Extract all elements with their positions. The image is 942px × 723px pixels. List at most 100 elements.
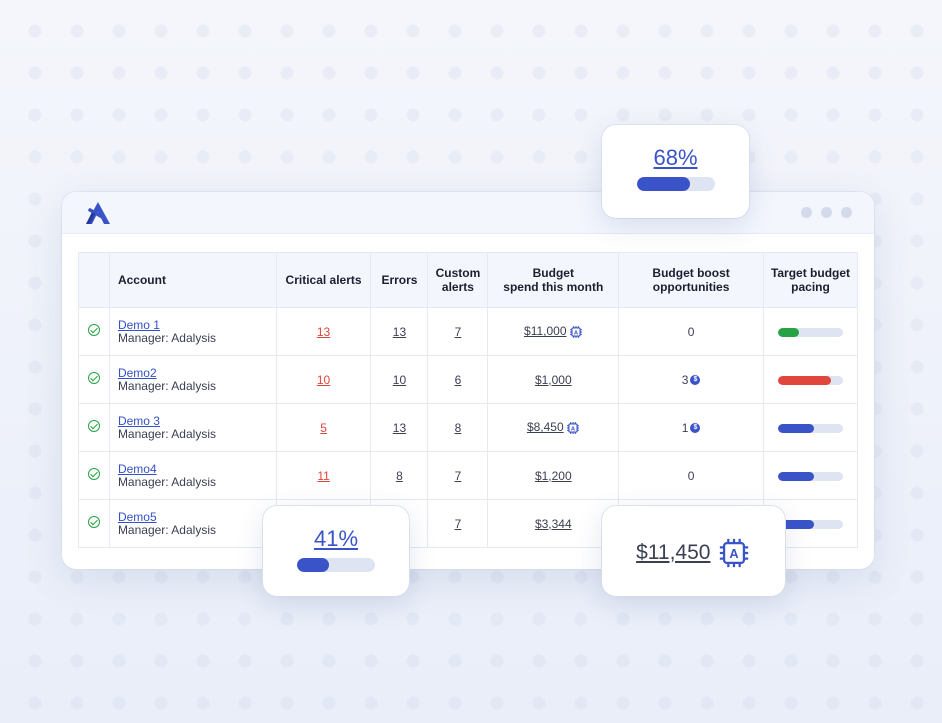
header-budget-boost[interactable]: Budget boost opportunities <box>618 252 764 308</box>
critical-alerts-cell: 5 <box>275 403 372 452</box>
custom-alerts-link[interactable]: 8 <box>454 420 462 435</box>
check-circle-icon <box>87 468 100 480</box>
critical-alerts-link[interactable]: 11 <box>317 468 330 483</box>
check-circle-icon <box>87 372 100 384</box>
custom-alerts-link[interactable]: 7 <box>454 324 462 339</box>
boost-count: 0 <box>687 324 695 339</box>
dollar-coin-icon: $ <box>690 423 701 434</box>
budget-card: $11,450 A <box>602 506 785 596</box>
budget-link[interactable]: $3,344 <box>534 516 572 531</box>
account-cell: Demo4 Manager: Adalysis <box>108 451 277 500</box>
critical-alerts-cell: 10 <box>275 355 372 404</box>
custom-alerts-link[interactable]: 6 <box>454 372 462 387</box>
title-bar <box>62 192 874 234</box>
account-manager: Manager: Adalysis <box>117 378 216 393</box>
check-circle-icon <box>87 516 100 528</box>
critical-alerts-link[interactable]: 13 <box>316 324 331 339</box>
account-link[interactable]: Demo2 <box>117 365 157 380</box>
pacing-bar <box>297 558 375 572</box>
table-header-row: Account Critical alerts Errors Custom al… <box>78 252 858 308</box>
pacing-percent[interactable]: 68% <box>653 145 698 170</box>
ai-chip-icon: A <box>569 326 582 338</box>
errors-link[interactable]: 8 <box>396 468 403 483</box>
pacing-fill <box>778 423 815 433</box>
critical-alerts-cell: 11 <box>275 451 372 500</box>
custom-alerts-link[interactable]: 7 <box>454 516 462 531</box>
pacing-card-left: 41% <box>263 506 409 596</box>
boost-cell: 1 $ <box>618 403 764 452</box>
budget-link[interactable]: $1,200 <box>534 468 572 483</box>
critical-alerts-link[interactable]: 5 <box>320 420 327 435</box>
budget-link[interactable]: $11,000 <box>524 324 567 339</box>
header-custom-alerts[interactable]: Custom alerts <box>427 252 489 308</box>
critical-alerts-link[interactable]: 10 <box>316 372 331 387</box>
accounts-table: Account Critical alerts Errors Custom al… <box>78 252 858 548</box>
account-manager: Manager: Adalysis <box>117 522 216 537</box>
errors-link[interactable]: 13 <box>392 420 407 435</box>
budget-link[interactable]: $8,450 <box>526 420 564 435</box>
status-cell <box>78 403 110 452</box>
pacing-fill <box>778 519 815 529</box>
boost-cell: 0 <box>618 307 764 356</box>
pacing-cell <box>763 355 858 404</box>
budget-link[interactable]: $1,000 <box>534 372 572 387</box>
pacing-cell <box>763 403 858 452</box>
pacing-fill <box>778 327 799 337</box>
pacing-fill <box>778 375 832 385</box>
svg-text:A: A <box>571 426 576 432</box>
pacing-card-top: 68% <box>602 125 749 218</box>
account-link[interactable]: Demo 1 <box>117 317 160 332</box>
custom-alerts-cell: 7 <box>427 499 489 548</box>
account-manager: Manager: Adalysis <box>117 426 216 441</box>
errors-link[interactable]: 10 <box>392 372 407 387</box>
account-manager: Manager: Adalysis <box>117 474 216 489</box>
header-target-pacing[interactable]: Target budget pacing <box>763 252 858 308</box>
account-link[interactable]: Demo5 <box>117 509 157 524</box>
pacing-bar <box>778 423 843 433</box>
header-critical-alerts[interactable]: Critical alerts <box>275 252 372 308</box>
table-row[interactable]: Demo4 Manager: Adalysis 11 8 7 $1,200 0 <box>78 451 858 500</box>
critical-alerts-cell: 13 <box>275 307 372 356</box>
errors-cell: 13 <box>370 307 429 356</box>
ai-chip-icon: A <box>719 538 749 568</box>
account-cell: Demo 1 Manager: Adalysis <box>108 307 277 356</box>
header-errors[interactable]: Errors <box>370 252 429 308</box>
window-dot[interactable] <box>821 207 832 218</box>
pacing-bar <box>778 471 843 481</box>
pacing-bar <box>778 375 843 385</box>
pacing-bar <box>778 519 843 529</box>
table-row[interactable]: Demo2 Manager: Adalysis 10 10 6 $1,000 3 $ <box>78 355 858 404</box>
window-dot[interactable] <box>841 207 852 218</box>
header-account[interactable]: Account <box>108 252 277 308</box>
window-dot[interactable] <box>801 207 812 218</box>
check-circle-icon <box>87 420 100 432</box>
errors-link[interactable]: 13 <box>392 324 407 339</box>
custom-alerts-link[interactable]: 7 <box>454 468 462 483</box>
pacing-percent[interactable]: 41% <box>313 526 359 551</box>
header-status <box>78 252 110 308</box>
budget-cell: $1,000 <box>487 355 620 404</box>
errors-cell: 8 <box>370 451 429 500</box>
ai-chip-icon: A <box>566 422 579 434</box>
account-cell: Demo2 Manager: Adalysis <box>108 355 277 404</box>
window-controls <box>801 207 852 218</box>
pacing-cell <box>763 307 858 356</box>
pacing-cell <box>763 451 858 500</box>
app-window: Account Critical alerts Errors Custom al… <box>62 192 874 569</box>
account-link[interactable]: Demo 3 <box>117 413 160 428</box>
account-link[interactable]: Demo4 <box>117 461 157 476</box>
pacing-bar <box>778 327 843 337</box>
budget-amount[interactable]: $11,450 <box>636 541 711 564</box>
boost-cell: 0 <box>618 451 764 500</box>
pacing-fill <box>778 471 815 481</box>
account-cell: Demo 3 Manager: Adalysis <box>108 403 277 452</box>
boost-cell: 3 $ <box>618 355 764 404</box>
svg-text:A: A <box>573 330 578 336</box>
account-manager: Manager: Adalysis <box>117 330 216 345</box>
adalysis-logo <box>86 202 110 224</box>
custom-alerts-cell: 7 <box>427 451 489 500</box>
table-row[interactable]: Demo 1 Manager: Adalysis 13 13 7 $11,000 A 0 <box>78 307 858 356</box>
table-row[interactable]: Demo 3 Manager: Adalysis 5 13 8 $8,450 A 1 $ <box>78 403 858 452</box>
errors-cell: 13 <box>370 403 429 452</box>
header-budget-spend[interactable]: Budget spend this month <box>487 252 620 308</box>
